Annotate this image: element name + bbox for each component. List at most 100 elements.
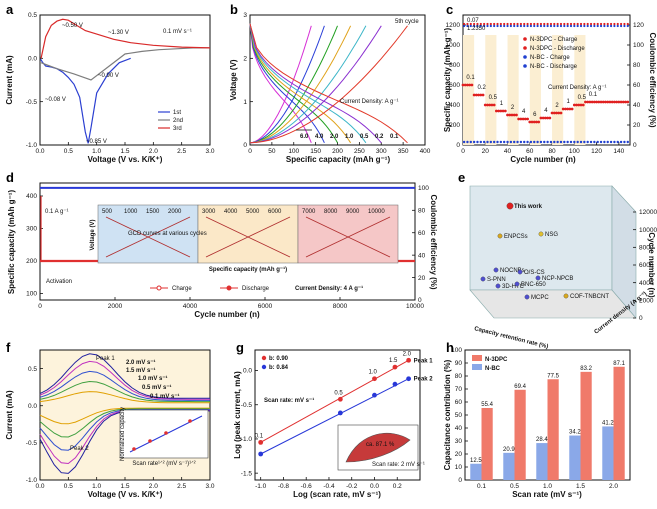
panel-f-y-tick-label: 0.5 [28, 366, 37, 373]
panel-c-rate-band [507, 35, 519, 145]
panel-c-point-nbc [553, 140, 556, 144]
panel-e-z-y-tick-label: 0 [639, 315, 643, 322]
panel-d-x-tick-label: 10000 [406, 303, 424, 310]
panel-f-inset: Scan rate¹ᐟ² (mV s⁻¹)¹ᐟ² Normalized capac… [119, 407, 209, 467]
panel-c-point-n3dpc [566, 107, 570, 111]
panel-g-annotation: Scan rate: mV s⁻¹ [264, 397, 314, 404]
panel-g-inset-area [345, 433, 411, 463]
panel-c-x-tick-label: 40 [504, 148, 512, 155]
panel-f-x-tick-label: 2.0 [149, 483, 158, 490]
panel-g-ylabel: Log (peak current, mA) [233, 371, 242, 459]
panel-c-point-n3dpc [559, 111, 563, 115]
panel-g-y-tick-label: -0.5 [241, 402, 253, 409]
panel-f-cv-top [39, 370, 210, 401]
panel-b-x-tick-label: 0 [248, 148, 252, 155]
panel-h-x-tick-label: 1.0 [543, 483, 552, 490]
panel-c-point-n3dpc [561, 107, 565, 111]
panel-g-x-tick-label: 0.2 [393, 483, 402, 490]
panel-g-point [372, 376, 377, 382]
panel-c-point-n3dpc [483, 103, 487, 107]
panel-h-y-tick-label: 90 [455, 360, 463, 367]
panel-d-y-tick-label: 200 [26, 258, 37, 265]
panel-a-legend-label: 3rd [173, 126, 182, 132]
panel-c-y-tick-label: 800 [449, 62, 460, 69]
panel-c-point-nbc [476, 140, 479, 144]
panel-g-annotation: Scan rate: 2 mV s⁻¹ [372, 462, 425, 468]
panel-c-rate-label: 0.2 [477, 85, 486, 91]
panel-h-bar-N-3DPC [481, 407, 493, 480]
panel-g-point [258, 439, 264, 445]
panel-f-cv-bottom [39, 407, 210, 425]
panel-c-point-nbc [589, 140, 593, 144]
panel-c-legend-marker [523, 46, 527, 50]
panel-g-y-tick-label: 0.0 [243, 368, 252, 375]
panel-c-point-nbc [623, 140, 626, 144]
panel-c-point-n3dpc [523, 117, 527, 121]
panel-c-point-n3dpc [497, 109, 501, 113]
panel-c-ce-point [553, 24, 556, 28]
panel-c-point-n3dpc [510, 113, 514, 117]
panel-c-point-n3dpc [481, 93, 485, 97]
panel-b-charge-0.5 [249, 25, 367, 144]
panel-a-xlabel: Voltage (V vs. K/K⁺) [88, 155, 163, 164]
panel-e-z-y-tick-label: 6000 [639, 262, 654, 269]
panel-e-xlabel: Capacity retention rate (%) [474, 326, 549, 350]
panel-b-y-tick-label: 1 [243, 99, 247, 106]
panel-b-discharge-4.0 [249, 23, 325, 144]
panel-c-letter: c [446, 2, 453, 17]
panel-c-point-nbc [479, 140, 483, 144]
panel-c-point-n3dpc [584, 100, 587, 104]
panel-d-x-tick-label: 2000 [108, 303, 123, 310]
panel-e-point [538, 231, 544, 237]
panel-c-point-nbc [519, 140, 523, 144]
panel-b-x-tick-label: 400 [420, 148, 431, 155]
panel-c-point-nbc [529, 140, 533, 144]
panel-c-point-nbc [586, 140, 589, 144]
panel-h-bar-label: 34.2 [569, 430, 581, 436]
panel-d-y-tick-label: 100 [26, 291, 37, 298]
panel-h-y-tick-label: 70 [455, 386, 463, 393]
panel-c-legend-marker [523, 37, 527, 41]
panel-c-point-n3dpc [579, 103, 583, 107]
panel-d-x-tick-label: 6000 [258, 303, 273, 310]
panel-e-point [535, 275, 541, 281]
panel-c-x-tick-label: 60 [526, 148, 534, 155]
panel-a-ylabel: Current (mA) [5, 55, 14, 105]
panel-c-rate-band [463, 35, 475, 145]
panel-c-point-nbc [496, 140, 499, 144]
panel-e-point [495, 283, 501, 289]
panel-d-inset-cycle-label: 5000 [246, 209, 260, 215]
panel-b-legend-label: 2.0 [330, 134, 339, 140]
panel-h-bar-N-3DPC [514, 389, 526, 480]
panel-c-point-nbc [549, 140, 553, 144]
panel-c-rate-label: 4 [544, 108, 548, 114]
panel-c-ce-point [469, 22, 472, 26]
panel-g-point-label: 0.5 [334, 390, 343, 396]
panel-c-right-y-tick-label: 120 [633, 22, 644, 29]
panel-h-bar-label: 20.9 [503, 447, 515, 453]
panel-b-y-tick-label: 3 [243, 12, 247, 19]
panel-c-ce-point [536, 24, 539, 28]
panel-c-point-n3dpc [537, 120, 541, 124]
panel-b-discharge-2.0 [249, 23, 338, 144]
panel-b-discharge-0.1 [249, 23, 408, 144]
panel-g: -1.0 -0.8 -0.6 -0.4 -0.2 0.0 0.2-1.5-1.0-0.50.… [233, 349, 433, 499]
panel-c-point-nbc [513, 140, 516, 144]
panel-g-point [372, 392, 377, 398]
panel-c-point-n3dpc [577, 103, 581, 107]
panel-d-inset-xlabel: Specific capacity (mAh g⁻¹) [209, 266, 287, 273]
panel-c-point-n3dpc [535, 120, 538, 124]
panel-h-y-tick-label: 100 [451, 347, 462, 354]
panel-h-bar-label: 83.2 [580, 366, 592, 372]
panel-c-point-nbc [603, 140, 606, 144]
panel-c-ce-point [573, 24, 576, 28]
panel-a-annotation: ~0.50 V [62, 23, 83, 29]
panel-a-x-tick-label: 0.0 [35, 148, 44, 155]
panel-c-point-n3dpc [624, 100, 627, 104]
panel-c-rate-label: 4 [522, 109, 526, 115]
panel-c-ce-point [616, 22, 619, 26]
panel-c-ce-point [626, 22, 629, 26]
panel-b-annotation: Current Density: A g⁻¹ [340, 99, 399, 105]
panel-g-point [258, 451, 264, 457]
panel-h-bar-N-3DPC [547, 379, 559, 480]
